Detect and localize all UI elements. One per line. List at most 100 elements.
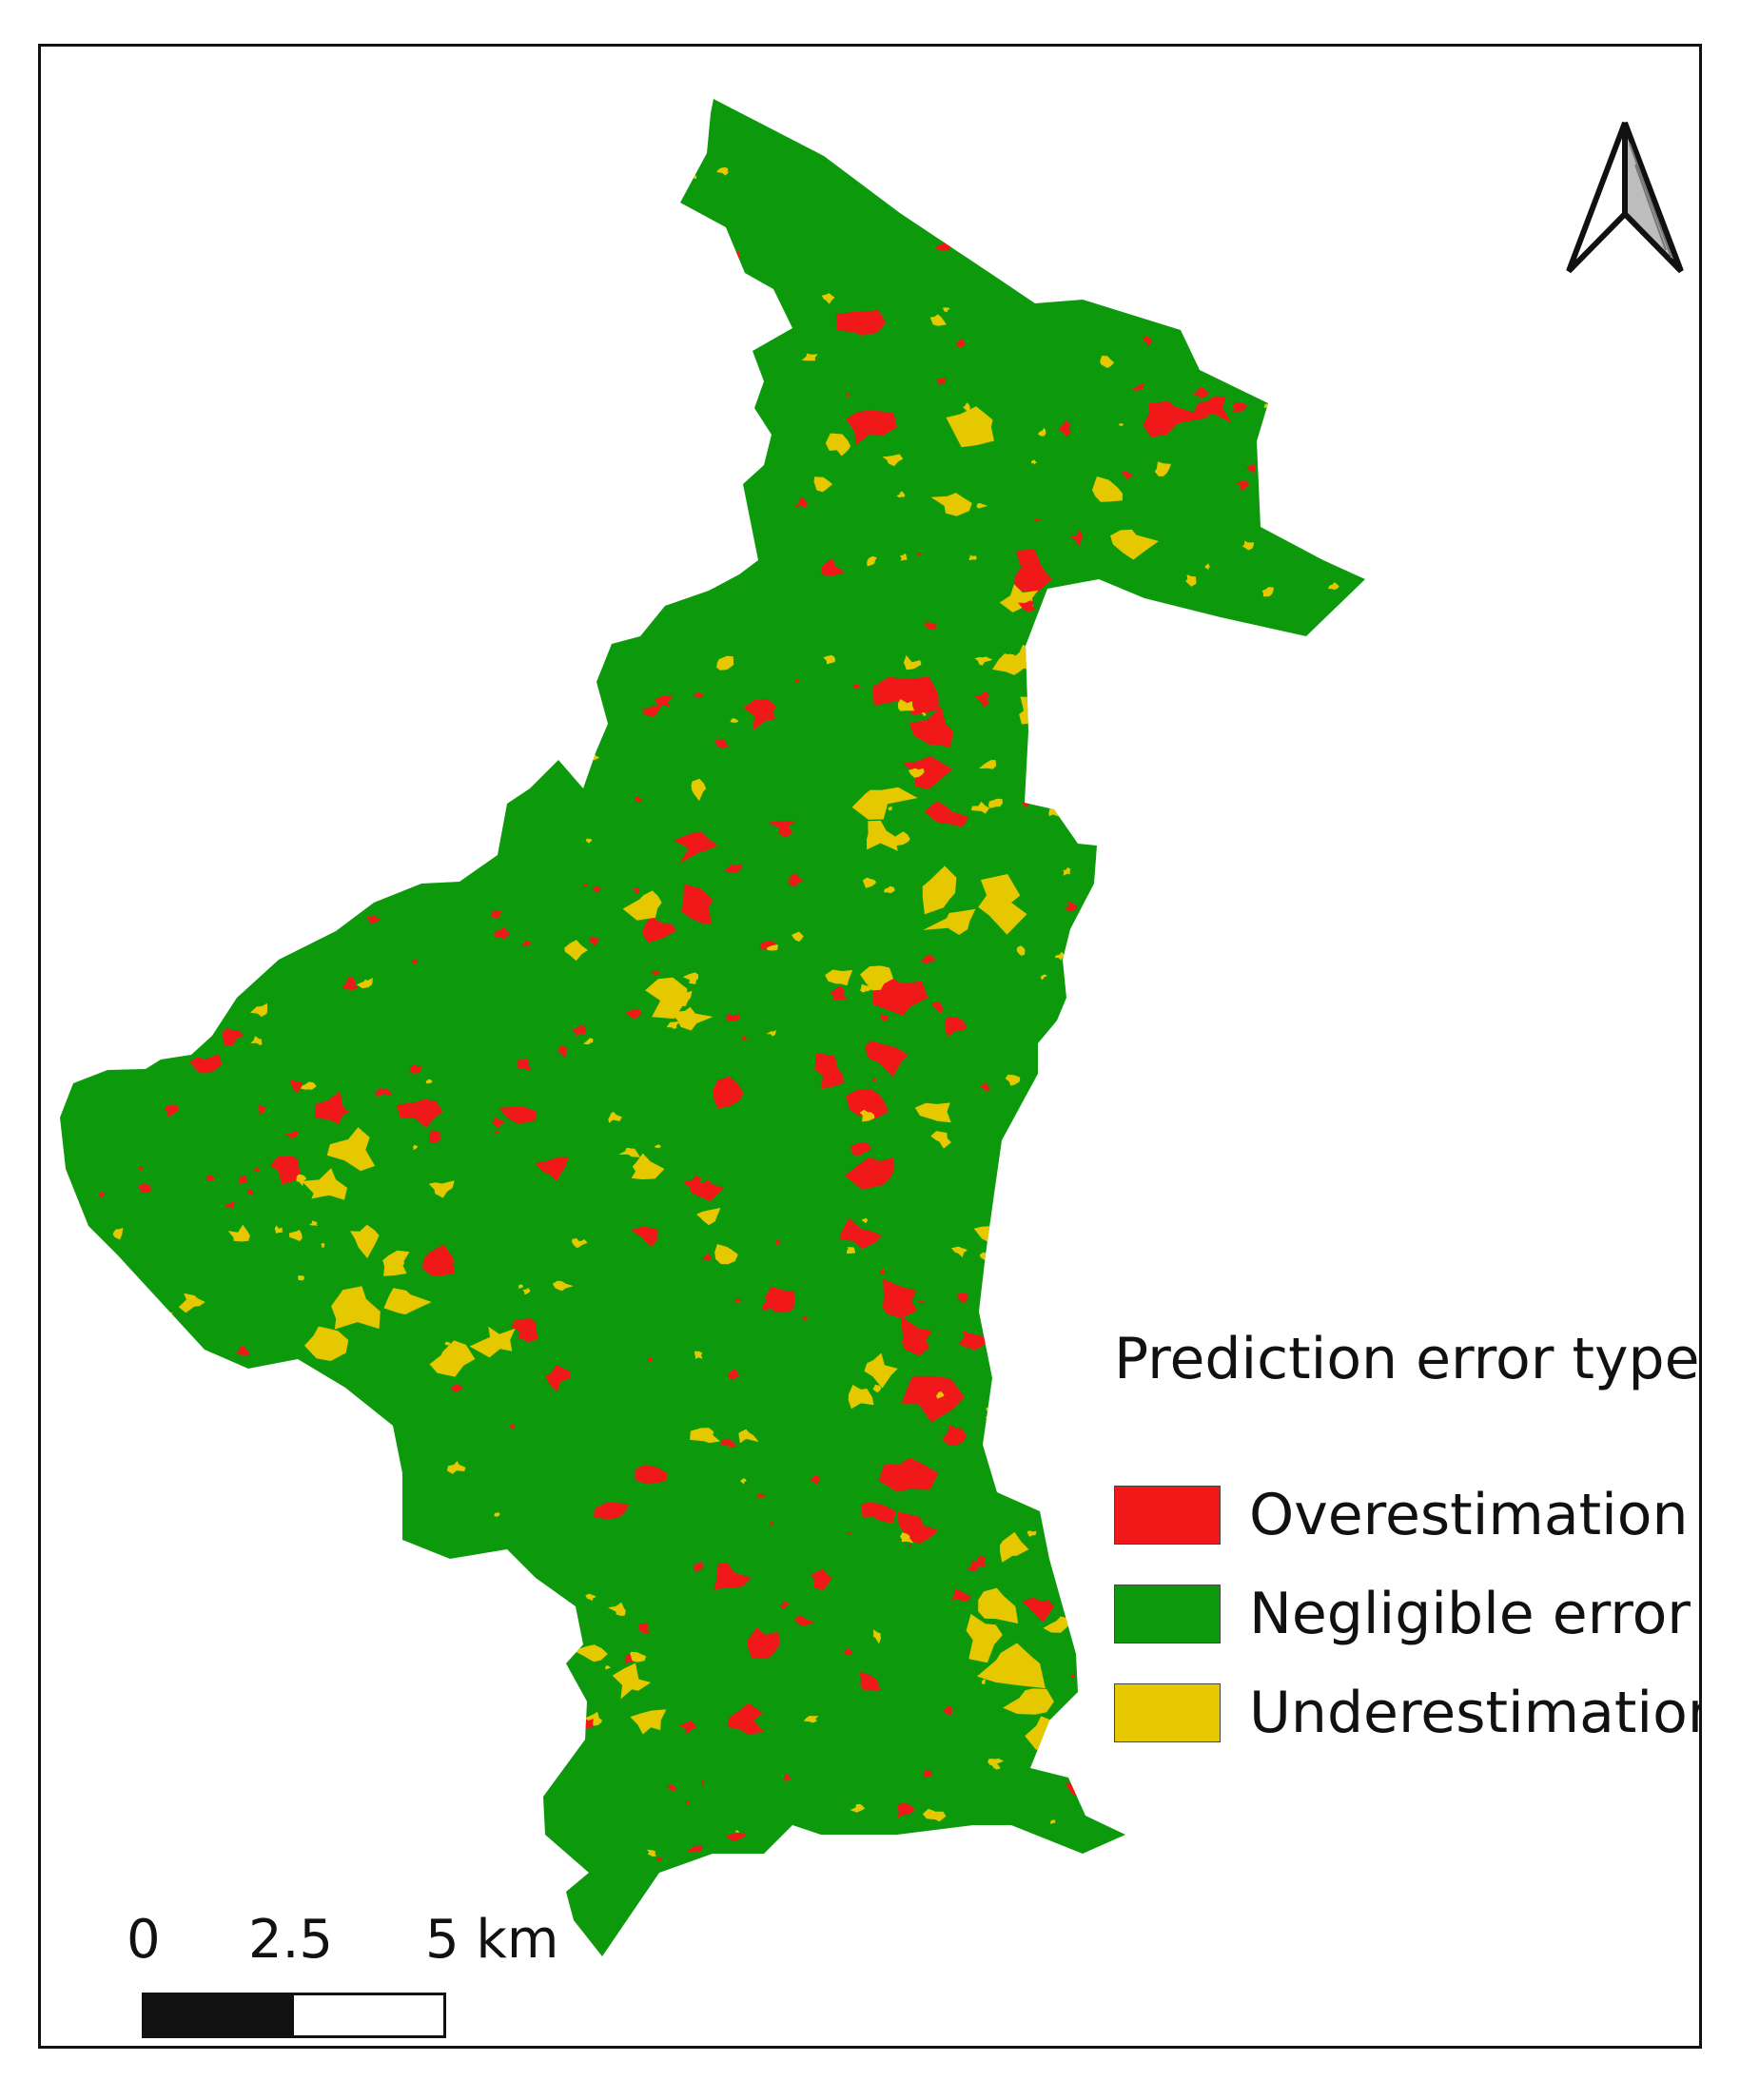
underestimation-speck — [297, 492, 304, 499]
overestimation-speck — [1234, 992, 1243, 1001]
underestimation-speck — [1040, 974, 1047, 981]
underestimation-speck — [974, 656, 993, 666]
underestimation-speck — [1007, 653, 1014, 659]
overestimation-speck — [344, 809, 359, 820]
underestimation-speck — [928, 904, 934, 910]
underestimation-speck — [393, 1611, 404, 1620]
overestimation-speck — [1192, 386, 1209, 399]
underestimation-speck — [951, 1246, 968, 1257]
underestimation-speck — [1244, 789, 1262, 806]
overestimation-speck — [1192, 710, 1202, 716]
underestimation-speck — [1119, 422, 1124, 426]
overestimation-speck — [238, 498, 244, 504]
overestimation-speck — [116, 453, 127, 459]
overestimation-speck — [238, 1175, 247, 1185]
underestimation-speck — [507, 1640, 517, 1646]
overestimation-speck — [1122, 470, 1132, 481]
overestimation-speck — [779, 1602, 790, 1609]
legend-title: Prediction error type — [1114, 1326, 1700, 1392]
underestimation-speck — [225, 943, 234, 953]
overestimation-speck — [1035, 518, 1041, 522]
overestimation-speck — [584, 173, 593, 185]
overestimation-speck — [508, 286, 522, 302]
overestimation-speck — [1018, 600, 1036, 612]
underestimation-patch — [691, 778, 707, 802]
overestimation-speck — [897, 1803, 915, 1818]
underestimation-speck — [1057, 714, 1065, 723]
underestimation-patch — [825, 433, 851, 457]
underestimation-speck — [441, 548, 453, 557]
overestimation-patch — [859, 1671, 881, 1691]
overestimation-speck — [1095, 1608, 1102, 1615]
overestimation-speck — [387, 880, 398, 891]
underestimation-speck — [518, 1284, 523, 1290]
overestimation-speck — [1010, 1293, 1027, 1306]
overestimation-speck — [152, 1683, 162, 1691]
underestimation-speck — [929, 314, 947, 326]
underestimation-speck — [176, 490, 195, 502]
overestimation-patch — [872, 973, 929, 1016]
overestimation-patch — [674, 831, 718, 864]
overestimation-speck — [830, 985, 849, 1001]
overestimation-speck — [831, 568, 844, 575]
underestimation-speck — [1098, 243, 1106, 251]
overestimation-speck — [342, 977, 358, 991]
underestimation-speck — [1194, 342, 1206, 351]
overestimation-speck — [617, 119, 631, 129]
overestimation-speck — [1300, 528, 1312, 541]
overestimation-speck — [645, 453, 656, 461]
underestimation-speck — [963, 402, 970, 412]
overestimation-speck — [794, 496, 809, 508]
overestimation-speck — [542, 653, 555, 665]
overestimation-patch — [397, 1099, 443, 1128]
overestimation-speck — [512, 465, 525, 476]
overestimation-patch — [909, 707, 953, 748]
underestimation-speck — [892, 831, 910, 846]
overestimation-speck — [424, 734, 435, 744]
overestimation-speck — [784, 1773, 792, 1782]
underestimation-speck — [1241, 802, 1249, 809]
underestimation-speck — [209, 624, 220, 633]
overestimation-patch — [846, 1089, 889, 1120]
underestimation-speck — [330, 170, 343, 182]
underestimation-patch — [914, 1102, 951, 1123]
underestimation-speck — [149, 1773, 156, 1779]
underestimation-speck — [1104, 245, 1119, 260]
scale-tick-5-km: 5 km — [425, 1909, 559, 1971]
underestimation-speck — [1241, 713, 1247, 721]
underestimation-speck — [907, 156, 914, 165]
overestimation-speck — [283, 1130, 300, 1139]
underestimation-speck — [1314, 1042, 1332, 1059]
overestimation-speck — [1295, 117, 1306, 127]
underestimation-speck — [608, 1111, 622, 1123]
overestimation-speck — [845, 1648, 852, 1656]
scale-bar-graphic — [142, 1993, 446, 2038]
overestimation-speck — [919, 1300, 927, 1304]
overestimation-speck — [787, 873, 804, 887]
underestimation-speck — [1054, 951, 1065, 961]
overestimation-speck — [1208, 655, 1214, 659]
overestimation-speck — [1226, 1001, 1244, 1016]
underestimation-speck — [1257, 1309, 1268, 1320]
underestimation-patch — [1110, 529, 1159, 560]
overestimation-speck — [956, 213, 968, 224]
overestimation-patch — [839, 1217, 883, 1250]
underestimation-speck — [479, 655, 486, 659]
underestimation-speck — [250, 1002, 268, 1018]
overestimation-speck — [493, 925, 510, 940]
underestimation-speck — [741, 470, 752, 477]
underestimation-patch — [860, 965, 893, 991]
overestimation-speck — [378, 393, 385, 400]
overestimation-speck — [333, 171, 343, 180]
overestimation-speck — [248, 161, 259, 173]
overestimation-patch — [499, 1106, 538, 1124]
underestimation-speck — [1261, 671, 1268, 678]
overestimation-speck — [588, 936, 599, 946]
overestimation-speck — [643, 706, 661, 717]
overestimation-speck — [794, 1615, 815, 1625]
underestimation-speck — [1301, 1254, 1306, 1259]
underestimation-speck — [847, 1247, 856, 1254]
overestimation-speck — [1167, 1876, 1182, 1884]
overestimation-speck — [290, 1079, 303, 1094]
underestimation-speck — [159, 603, 175, 616]
